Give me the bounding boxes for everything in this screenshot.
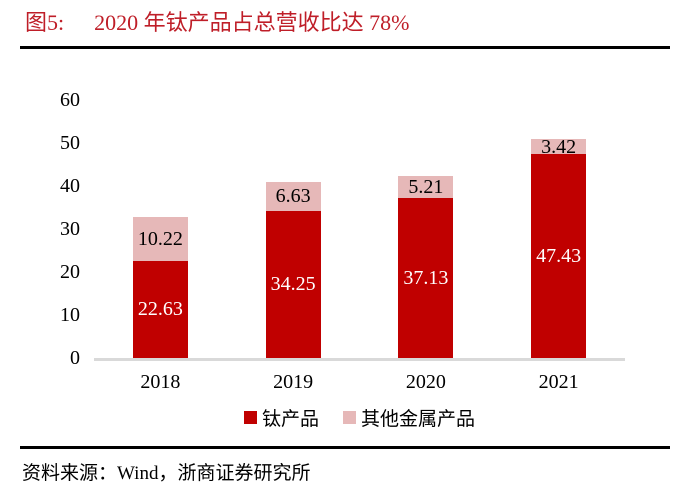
y-tick-label: 50 — [60, 132, 80, 154]
bar-segment-bar_red: 34.25 — [265, 210, 321, 358]
bar-value-label: 3.42 — [541, 135, 577, 158]
bar-segment-bar_pink: 3.42 — [531, 135, 587, 158]
bar-column: 5.21 37.13 — [360, 100, 493, 358]
bar-value-label: 47.43 — [536, 245, 582, 268]
bar-column: 3.42 47.43 — [492, 100, 625, 358]
bar-column: 10.22 22.63 — [94, 100, 227, 358]
bars: 10.22 22.63 6.63 34.25 5.21 37.13 3.42 47.43 — [94, 100, 625, 358]
y-axis: 0 10 20 30 40 50 60 — [30, 90, 80, 368]
legend-swatch-icon — [343, 411, 356, 424]
y-tick-label: 60 — [60, 89, 80, 111]
x-axis-label: 2018 — [140, 371, 181, 393]
bar-value-label: 6.63 — [275, 185, 311, 208]
bar-segment-bar_pink: 6.63 — [265, 182, 321, 211]
x-axis-label: 2019 — [273, 371, 314, 393]
y-tick-label: 20 — [60, 261, 80, 283]
y-tick-label: 10 — [60, 304, 80, 326]
footer-divider — [20, 446, 670, 449]
title-divider — [20, 46, 670, 49]
figure-title-row: 图5: 2020 年钛产品占总营收比达 78% — [25, 10, 409, 35]
x-axis-label: 2021 — [538, 371, 579, 393]
bar-segment-bar_pink: 5.21 — [398, 175, 454, 199]
legend-label: 钛产品 — [261, 409, 319, 430]
bar-segment-bar_red: 47.43 — [531, 154, 587, 358]
bar-value-label: 5.21 — [408, 176, 444, 199]
legend-label: 其他金属产品 — [361, 409, 476, 430]
legend: 钛产品 其他金属产品 — [94, 404, 625, 431]
bar-segment-bar_red: 37.13 — [398, 198, 454, 358]
bar-value-label: 37.13 — [403, 267, 449, 290]
bar-column: 6.63 34.25 — [227, 100, 360, 358]
figure-title: 2020 年钛产品占总营收比达 78% — [94, 10, 410, 35]
x-axis-label: 2020 — [405, 371, 446, 393]
y-tick-label: 40 — [60, 175, 80, 197]
y-tick-label: 30 — [60, 218, 80, 240]
legend-item: 其他金属产品 — [343, 404, 475, 431]
y-tick-label: 0 — [70, 347, 80, 369]
bar-value-label: 34.25 — [270, 273, 316, 296]
bar-segment-bar_pink: 10.22 — [132, 216, 188, 261]
figure-label: 图5: — [25, 10, 65, 35]
bar-value-label: 22.63 — [137, 298, 183, 321]
plot-area: 10.22 22.63 6.63 34.25 5.21 37.13 3.42 47.43 — [94, 100, 625, 361]
legend-swatch-icon — [243, 411, 257, 424]
legend-item: 钛产品 — [243, 404, 319, 431]
bar-value-label: 10.22 — [137, 227, 183, 250]
x-axis-labels: 2018 2019 2020 2021 — [94, 372, 625, 392]
bar-segment-bar_red: 22.63 — [132, 260, 188, 358]
source-note: 资料来源：Wind，浙商证券研究所 — [22, 463, 311, 484]
